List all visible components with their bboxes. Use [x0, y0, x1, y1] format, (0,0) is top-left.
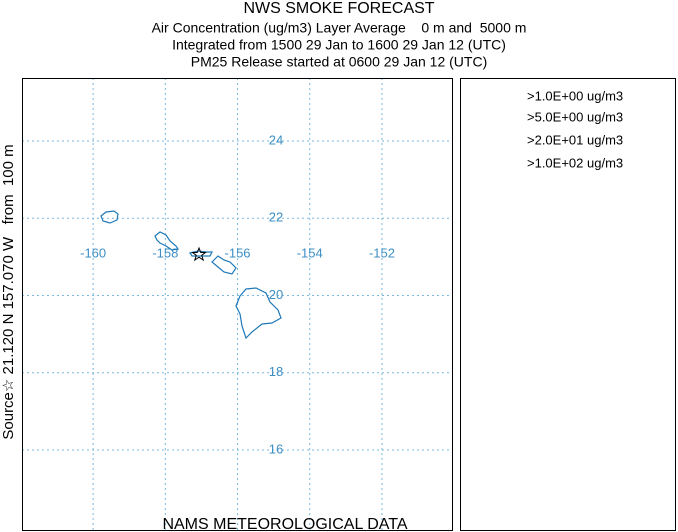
- lat-label: 16: [269, 441, 283, 456]
- subtitle: PM25 Release started at 0600 29 Jan 12 (…: [191, 54, 488, 70]
- islands: [100, 210, 282, 340]
- source-label: Source☆ 21.120 N 157.070 W from 100 m: [0, 144, 17, 439]
- subtitle: Air Concentration (ug/m3) Layer Average …: [152, 20, 527, 36]
- island: [154, 231, 180, 251]
- title: NWS SMOKE FORECAST: [243, 0, 434, 17]
- lat-label: 20: [269, 287, 283, 302]
- island: [100, 210, 119, 224]
- subtitle: Integrated from 1500 29 Jan to 1600 29 J…: [172, 37, 506, 53]
- lat-label: 22: [269, 210, 283, 225]
- legend-entry: >1.0E+00 ug/m3: [527, 88, 623, 103]
- lon-label: -154: [297, 245, 323, 260]
- island: [235, 287, 282, 340]
- map-area: -160 -158 -156 -154 -152 16 18 20 22 24: [22, 78, 452, 530]
- lat-label: 24: [269, 132, 283, 147]
- lon-label: -156: [225, 245, 251, 260]
- legend-entry: >1.0E+02 ug/m3: [527, 155, 623, 170]
- source-star: [190, 246, 208, 262]
- island: [189, 250, 213, 257]
- lon-label: -152: [369, 245, 395, 260]
- lat-label: 18: [269, 364, 283, 379]
- lon-label: -160: [80, 245, 106, 260]
- lon-label: -158: [152, 245, 178, 260]
- footer: NAMS METEOROLOGICAL DATA: [162, 516, 407, 532]
- map-frame: [22, 78, 453, 531]
- legend-frame: [460, 78, 676, 531]
- island: [211, 255, 237, 275]
- legend-entry: >2.0E+01 ug/m3: [527, 132, 623, 147]
- legend-entry: >5.0E+00 ug/m3: [527, 109, 623, 124]
